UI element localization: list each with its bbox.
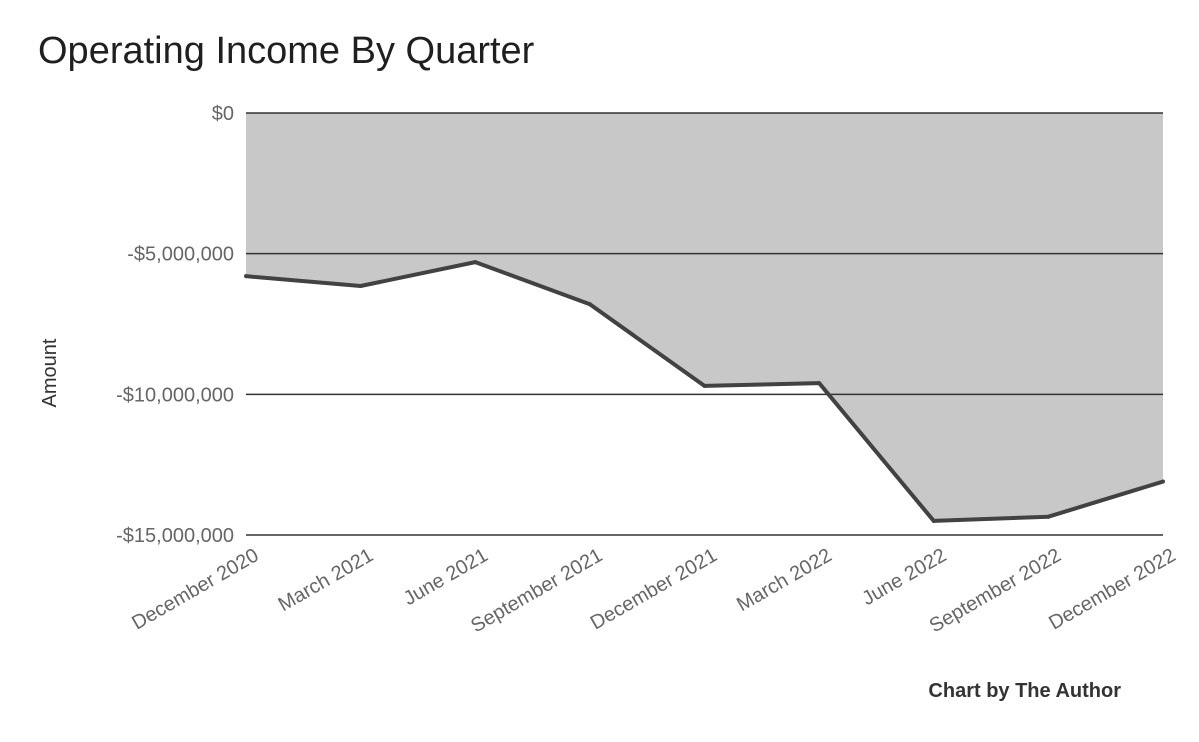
data-point xyxy=(1046,514,1051,519)
x-tick-label: March 2021 xyxy=(275,544,377,616)
data-point xyxy=(244,274,248,279)
area-fill xyxy=(246,113,1163,521)
y-tick-label: -$15,000,000 xyxy=(116,525,234,547)
x-tick-labels: December 2020 March 2021 June 2021Septembe… xyxy=(128,544,1179,637)
y-axis-title: Amount xyxy=(39,338,61,407)
x-tick-label: December 2021 xyxy=(587,544,721,634)
y-tick-label: $0 xyxy=(212,103,234,125)
chart-credit: Chart by The Author xyxy=(928,680,1121,702)
y-tick-labels: $0 -$5,000,000 -$10,000,000 -$15,000,000 xyxy=(116,103,234,547)
x-tick-label: June 2021 xyxy=(400,544,492,610)
data-point xyxy=(817,381,822,386)
data-point xyxy=(473,260,478,265)
chart-title: Operating Income By Quarter xyxy=(38,30,535,72)
y-tick-label: -$5,000,000 xyxy=(127,244,234,266)
x-tick-label: March 2022 xyxy=(733,544,835,616)
data-point xyxy=(931,518,936,523)
x-tick-label: December 2022 xyxy=(1045,544,1179,634)
y-tick-label: -$10,000,000 xyxy=(116,384,234,406)
data-point xyxy=(702,383,707,388)
data-point xyxy=(358,284,363,289)
x-tick-label: December 2020 xyxy=(128,544,262,634)
data-point xyxy=(1161,479,1165,484)
x-tick-label: June 2022 xyxy=(858,544,950,610)
data-point xyxy=(587,302,592,307)
line-layer xyxy=(244,260,1165,523)
grid-layer xyxy=(246,112,1163,536)
area-layer xyxy=(246,113,1163,521)
